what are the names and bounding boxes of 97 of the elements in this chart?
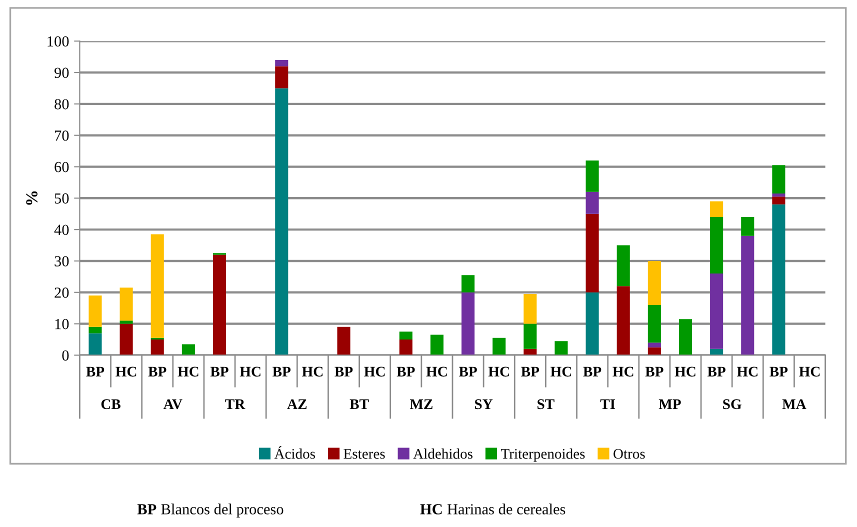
bar xyxy=(120,324,133,356)
bar xyxy=(586,292,599,356)
bar xyxy=(399,332,412,340)
x-tick-label: BP xyxy=(770,366,788,376)
bar xyxy=(399,339,412,356)
x-tick-label: HC xyxy=(799,366,820,377)
bar xyxy=(462,275,475,292)
bar xyxy=(586,192,599,214)
bar xyxy=(772,196,786,204)
bar xyxy=(586,160,599,192)
y-tick-label: 60 xyxy=(54,162,69,172)
y-tick-label: 50 xyxy=(54,193,69,204)
bar xyxy=(616,286,630,356)
y-tick-label: 80 xyxy=(54,99,69,110)
y-tick-label: 70 xyxy=(55,130,69,141)
bar xyxy=(616,245,630,286)
bar xyxy=(586,214,599,292)
bar xyxy=(648,304,661,343)
x-tick-label: HC xyxy=(736,366,758,377)
bar xyxy=(275,66,288,88)
bar xyxy=(120,320,133,324)
x-tick-label: BP xyxy=(458,366,477,376)
bar xyxy=(337,326,350,356)
bar xyxy=(462,292,475,356)
bar xyxy=(275,88,288,356)
bar xyxy=(150,234,164,338)
x-tick-label: BP xyxy=(396,366,415,376)
y-tick-label: 90 xyxy=(54,68,69,78)
text: MZ xyxy=(410,399,432,409)
text: TR xyxy=(225,399,246,409)
bar xyxy=(741,217,754,236)
bar xyxy=(88,333,102,356)
bar xyxy=(212,254,226,356)
bar xyxy=(120,288,133,321)
bar xyxy=(648,260,661,305)
bar xyxy=(275,60,288,66)
bar xyxy=(710,201,724,217)
y-tick-label: 0 xyxy=(62,350,69,361)
x-tick-label: HC xyxy=(426,366,447,377)
text: BT xyxy=(350,399,369,410)
text: HC Harinas de cereales xyxy=(420,504,566,514)
x-tick-label: HC xyxy=(116,366,136,377)
y-axis-title: % xyxy=(26,191,38,205)
y-tick-label: 10 xyxy=(55,318,69,330)
text: CB xyxy=(101,399,120,410)
bar xyxy=(524,324,537,349)
x-tick-label: BP xyxy=(210,366,228,376)
x-tick-label: BP xyxy=(583,366,602,376)
y-tick-label: 20 xyxy=(54,288,69,298)
bar xyxy=(150,339,164,356)
bar xyxy=(182,344,195,356)
x-tick-label: BP xyxy=(645,366,664,376)
legend-label: Aldehidos xyxy=(413,448,472,459)
bar xyxy=(772,204,786,356)
bar xyxy=(678,319,692,356)
x-tick-label: HC xyxy=(302,366,323,377)
bar xyxy=(492,338,506,356)
x-tick-label: BP xyxy=(148,366,166,376)
bar xyxy=(430,334,444,356)
legend-label: Ácidos xyxy=(274,446,315,459)
x-tick-label: BP xyxy=(272,366,291,376)
bar xyxy=(554,341,568,356)
legend-label: Otros xyxy=(614,448,645,459)
x-tick-label: HC xyxy=(488,366,509,377)
x-tick-label: HC xyxy=(240,366,260,377)
text: BP Blancos del proceso xyxy=(137,504,284,518)
text: SY xyxy=(475,399,493,410)
y-tick-label: 40 xyxy=(54,224,69,236)
x-tick-label: BP xyxy=(707,366,726,376)
text: ST xyxy=(538,399,554,410)
bar xyxy=(88,296,102,327)
bar xyxy=(88,326,102,334)
legend-label: Triterpenoides xyxy=(500,448,585,462)
x-tick-label: HC xyxy=(550,366,572,377)
bar xyxy=(524,294,537,324)
legend-label: Esteres xyxy=(344,449,385,459)
bar xyxy=(741,236,754,356)
x-tick-label: BP xyxy=(521,366,540,376)
bar xyxy=(710,274,724,349)
text: MP xyxy=(658,399,681,409)
bar xyxy=(648,342,661,348)
text: MA xyxy=(782,399,806,409)
x-tick-label: HC xyxy=(674,366,696,377)
text: TI xyxy=(600,399,616,409)
text: AV xyxy=(163,399,182,410)
x-tick-label: BP xyxy=(334,366,353,376)
text: SG xyxy=(723,399,742,410)
x-tick-label: HC xyxy=(178,366,198,377)
y-tick-label: 100 xyxy=(48,36,69,47)
text: AZ xyxy=(287,399,307,409)
x-tick-label: BP xyxy=(86,366,104,376)
x-tick-label: HC xyxy=(612,366,634,377)
bar xyxy=(772,193,786,197)
bar xyxy=(710,217,724,274)
x-tick-label: HC xyxy=(364,366,385,377)
bar xyxy=(772,165,786,194)
y-tick-label: 30 xyxy=(54,256,69,266)
